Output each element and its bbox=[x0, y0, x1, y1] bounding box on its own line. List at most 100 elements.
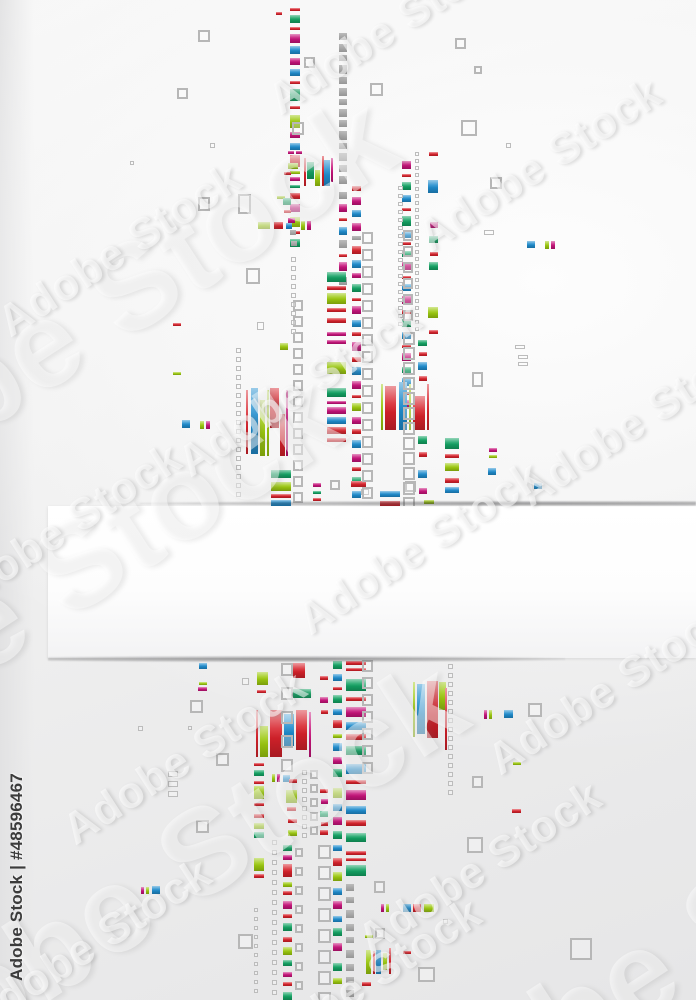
dot-square bbox=[130, 161, 134, 165]
color-block bbox=[484, 710, 487, 719]
color-block bbox=[333, 845, 342, 851]
color-block bbox=[445, 463, 459, 471]
gray-dash bbox=[346, 937, 354, 943]
gray-dash bbox=[339, 99, 347, 105]
dot-square bbox=[415, 292, 419, 296]
color-block bbox=[288, 163, 298, 169]
outline-square bbox=[403, 377, 415, 390]
dot-square bbox=[448, 790, 453, 795]
dot-square bbox=[254, 989, 258, 993]
dot-square bbox=[302, 770, 307, 775]
color-block bbox=[321, 822, 328, 826]
color-block bbox=[352, 367, 361, 375]
color-block bbox=[309, 712, 311, 757]
color-block bbox=[346, 858, 366, 861]
color-block bbox=[352, 260, 361, 268]
color-block bbox=[280, 414, 285, 456]
outline-square bbox=[490, 177, 502, 189]
color-block bbox=[352, 284, 361, 292]
color-block bbox=[402, 182, 411, 190]
gray-dash bbox=[291, 241, 297, 246]
dot-square bbox=[398, 306, 403, 310]
color-block bbox=[313, 491, 321, 494]
outline-square bbox=[403, 294, 413, 305]
gray-dash bbox=[346, 884, 354, 891]
outline-square bbox=[330, 480, 340, 490]
dot-square bbox=[398, 210, 403, 214]
dot-square bbox=[361, 489, 369, 495]
color-block bbox=[445, 438, 459, 449]
color-block bbox=[173, 323, 181, 326]
outline-square bbox=[295, 848, 303, 857]
color-block bbox=[283, 845, 292, 851]
outline-square bbox=[403, 452, 415, 465]
dot-square bbox=[272, 940, 277, 945]
outline-square bbox=[362, 470, 373, 482]
color-block bbox=[283, 960, 292, 966]
color-block bbox=[286, 390, 288, 456]
outline-square bbox=[310, 812, 318, 821]
outline-square bbox=[362, 419, 373, 431]
color-block bbox=[402, 251, 411, 257]
dot-square bbox=[302, 833, 307, 838]
dot-square bbox=[302, 788, 307, 793]
color-block bbox=[327, 332, 346, 336]
banner-bottom-shadow bbox=[48, 656, 565, 662]
dot-square bbox=[415, 173, 419, 177]
color-block bbox=[283, 982, 292, 986]
dot-square bbox=[398, 290, 403, 294]
color-block bbox=[424, 904, 434, 912]
outline-square bbox=[310, 784, 318, 793]
color-block bbox=[362, 982, 371, 986]
color-block bbox=[290, 171, 300, 174]
color-block bbox=[290, 46, 300, 54]
color-block bbox=[402, 216, 411, 226]
outline-square bbox=[177, 88, 188, 99]
outline-square bbox=[455, 38, 466, 49]
dot-square bbox=[448, 772, 453, 777]
color-block bbox=[346, 668, 366, 671]
dot-square bbox=[415, 180, 419, 184]
outline-square bbox=[318, 950, 331, 964]
color-block bbox=[346, 722, 366, 730]
outline-square bbox=[196, 820, 209, 833]
outline-square bbox=[318, 908, 331, 922]
color-block bbox=[284, 714, 294, 746]
watermark-diagonal: Adobe Stock bbox=[409, 67, 671, 262]
color-block bbox=[430, 252, 438, 256]
dot-square bbox=[236, 393, 241, 398]
gray-dash bbox=[339, 120, 347, 127]
color-block bbox=[381, 384, 383, 430]
outline-square bbox=[281, 663, 293, 676]
color-block bbox=[429, 152, 438, 156]
color-block bbox=[260, 400, 265, 456]
color-block bbox=[346, 697, 366, 701]
color-block bbox=[339, 218, 347, 221]
color-block bbox=[352, 342, 361, 351]
color-block bbox=[270, 710, 282, 757]
color-block bbox=[403, 904, 411, 912]
dot-square bbox=[236, 474, 241, 479]
dot-square bbox=[415, 166, 419, 170]
color-block bbox=[534, 483, 542, 489]
dot-square bbox=[448, 781, 453, 786]
color-block bbox=[290, 217, 300, 227]
outline-square bbox=[472, 776, 483, 788]
color-block bbox=[254, 874, 264, 878]
dot-square bbox=[254, 908, 258, 912]
outline-square bbox=[362, 677, 373, 689]
outline-square bbox=[362, 249, 373, 261]
color-block bbox=[283, 891, 292, 895]
dot-square bbox=[291, 257, 296, 262]
outline-square bbox=[403, 437, 415, 450]
color-block bbox=[327, 286, 346, 290]
color-block bbox=[254, 814, 264, 818]
color-block bbox=[333, 817, 342, 825]
color-block bbox=[327, 362, 346, 374]
outline-square bbox=[362, 385, 373, 397]
color-block bbox=[346, 790, 366, 800]
outline-square bbox=[403, 262, 413, 273]
color-block bbox=[254, 803, 264, 806]
color-block bbox=[327, 427, 346, 434]
dot-square bbox=[254, 971, 258, 975]
